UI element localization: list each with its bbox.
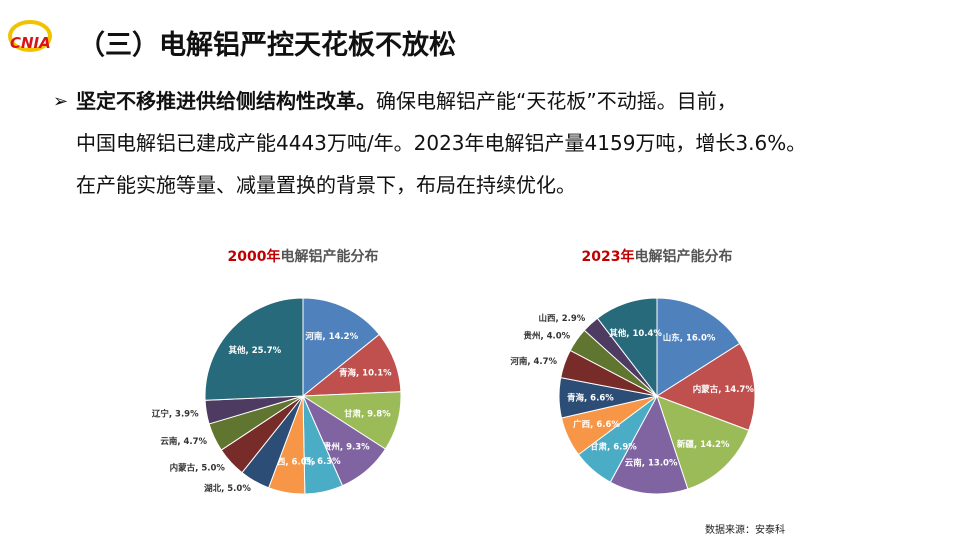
pie-slice [609,394,689,495]
data-label: 山东, 16.0% [663,333,716,344]
data-label: 贵州, 4.0% [523,330,570,341]
bullet-text: 在产能实施等量、减量置换的背景下，布局在持续优化。 [76,173,576,197]
data-label: 云南, 4.7% [160,436,207,447]
data-label: 内蒙古, 14.7% [693,384,755,395]
data-label: 青海, 10.1% [339,367,392,378]
pie-slice [302,297,380,398]
bullet-text: 中国电解铝已建成产能4443万吨/年。2023年电解铝产量4159万吨，增长3.… [76,131,806,155]
data-label: 山西, 6.0% [268,457,315,468]
data-label: 广西, 6.3% [294,456,341,467]
data-label: 甘肃, 6.9% [590,441,637,452]
bullet-lead: 坚定不移推进供给侧结构性改革。 [76,89,376,113]
chart-title-year: 2000年 [228,248,281,265]
data-label: 青海, 6.6% [567,392,614,403]
data-label: 山西, 2.9% [539,313,586,324]
chart-title-text: 电解铝产能分布 [280,248,378,265]
chart-title: 2000年电解铝产能分布 [228,248,379,265]
bullet-text: 确保电解铝产能“天花板”不动摇。目前， [376,89,737,113]
bullet-line: 坚定不移推进供给侧结构性改革。确保电解铝产能“天花板”不动摇。目前， [76,89,737,113]
pie-slice [656,297,741,397]
pie-slice [596,297,658,398]
data-label: 湖北, 5.0% [204,483,251,494]
data-label: 内蒙古, 5.0% [170,462,226,473]
data-label: 广西, 6.6% [573,419,620,430]
pie-slice [656,395,750,490]
slide-title: （三）电解铝严控天花板不放松 [78,29,456,61]
logo: CNIA [10,34,51,52]
data-label: 河南, 4.7% [510,356,557,367]
data-label: 其他, 10.4% [609,328,662,339]
pie-slice [204,297,304,401]
chart-title: 2023年电解铝产能分布 [582,248,733,265]
chart-title-year: 2023年 [582,248,635,265]
data-label: 贵州, 9.3% [323,442,370,453]
data-label: 新疆, 14.2% [677,439,730,450]
data-label: 云南, 13.0% [625,457,678,468]
data-label: 甘肃, 9.8% [344,408,391,419]
logo-ring [8,20,52,52]
data-label: 其他, 25.7% [229,345,282,356]
source: 数据来源：安泰科 [705,523,785,536]
pie-slice [655,342,756,431]
data-label: 河南, 14.2% [305,331,358,342]
chart-title-text: 电解铝产能分布 [634,248,732,265]
data-label: 辽宁, 3.9% [152,409,199,420]
bullet-icon: ➢ [53,91,68,112]
